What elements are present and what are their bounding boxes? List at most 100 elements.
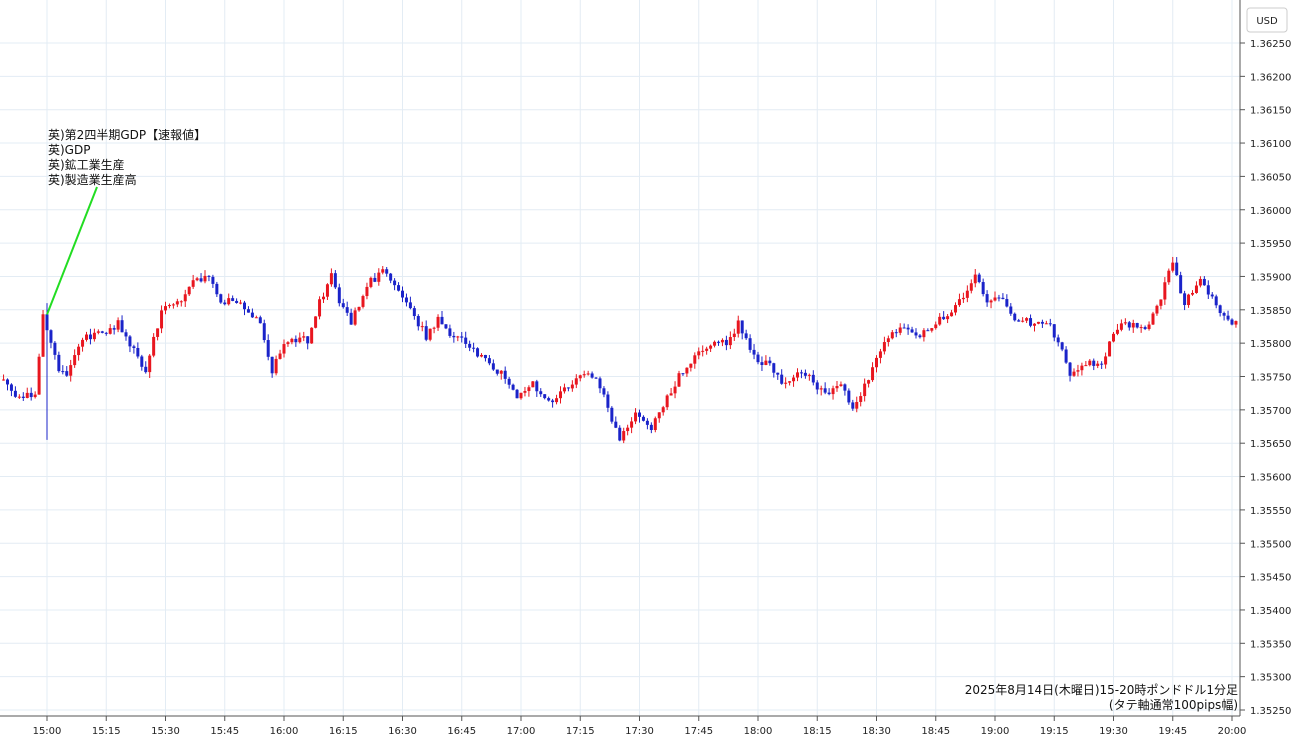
candle-body (61, 371, 65, 373)
candle-body (65, 371, 69, 376)
candle-body (144, 366, 148, 373)
currency-label: USD (1256, 16, 1278, 27)
candle-body (37, 356, 41, 395)
time-tick-label: 19:00 (981, 726, 1010, 737)
time-tick-label: 19:45 (1158, 726, 1187, 737)
time-tick-label: 17:45 (684, 726, 713, 737)
time-tick-label: 16:00 (270, 726, 299, 737)
candle-body (385, 269, 389, 274)
candle-body (333, 273, 337, 288)
time-tick-label: 16:45 (447, 726, 476, 737)
candle-body (566, 387, 570, 389)
candle-body (744, 333, 748, 339)
candle-body (199, 278, 203, 282)
candle-body (918, 335, 922, 338)
price-tick-label: 1.36200 (1250, 72, 1291, 83)
annotation-text: 英)GDP (48, 143, 90, 157)
candle-body (104, 332, 108, 334)
candle-body (416, 316, 420, 327)
candle-body (823, 388, 827, 393)
candle-body (855, 401, 859, 409)
candle-body (831, 388, 835, 395)
annotation-text: 英)鉱工業生産 (48, 157, 125, 172)
price-tick-label: 1.35550 (1250, 506, 1291, 517)
candle-body (993, 297, 997, 301)
candle-body (302, 336, 306, 338)
candle-body (531, 381, 535, 388)
price-tick-label: 1.35650 (1250, 439, 1291, 450)
candle-body (369, 277, 373, 287)
caption-line: (タテ軸通常100pips幅) (1109, 697, 1238, 712)
candle-body (705, 348, 709, 351)
price-tick-label: 1.36100 (1250, 139, 1291, 150)
candle-body (318, 299, 322, 317)
candle-body (961, 297, 965, 300)
candle-body (282, 344, 286, 354)
candle-body (85, 334, 88, 340)
candle-body (314, 316, 318, 328)
candle-body (523, 391, 527, 393)
price-tick-label: 1.35400 (1250, 606, 1291, 617)
candle-body (258, 317, 262, 324)
candle-body (732, 333, 736, 338)
candle-body (254, 317, 258, 319)
candle-body (472, 347, 476, 349)
annotation-text: 英)第2四半期GDP【速報値】 (48, 127, 206, 142)
candle-body (610, 407, 614, 422)
candle-body (543, 394, 547, 399)
candle-body (555, 398, 559, 403)
candle-body (626, 427, 630, 432)
time-tick-label: 15:00 (33, 726, 62, 737)
candle-body (740, 320, 744, 334)
price-tick-label: 1.35600 (1250, 473, 1291, 484)
candle-body (886, 338, 890, 343)
candle-body (748, 338, 752, 350)
candle-body (262, 323, 266, 341)
candle-body (1230, 319, 1234, 325)
candle-body (1147, 324, 1151, 329)
candle-body (717, 341, 720, 343)
candle-body (547, 398, 551, 401)
candle-body (634, 412, 638, 422)
candle-body (278, 353, 282, 359)
chart-caption: 2025年8月14日(木曜日)15-20時ポンドドル1分足(タテ軸通常100pi… (965, 683, 1238, 712)
candle-body (1171, 262, 1175, 271)
candle-body (1187, 294, 1191, 306)
candle-body (839, 384, 843, 386)
candle-body (2, 379, 6, 381)
candle-body (645, 420, 649, 425)
candle-body (736, 320, 740, 334)
candle-body (460, 336, 464, 338)
candle-body (227, 298, 231, 305)
price-tick-label: 1.35900 (1250, 272, 1291, 283)
candle-body (693, 355, 697, 364)
candle-body (1036, 321, 1040, 324)
candle-body (594, 377, 598, 379)
candle-body (649, 424, 653, 430)
candle-body (819, 388, 823, 390)
currency-label-box[interactable] (1246, 7, 1288, 33)
time-axis-ticks: 15:00 15:15 15:30 15:45 16:00 16:15 16:30 16:45… (33, 716, 1246, 737)
candle-body (618, 427, 622, 441)
candle-body (641, 416, 645, 421)
candle-body (1143, 327, 1147, 329)
candle-body (1139, 327, 1143, 329)
annotation-text: 英)製造業生産高 (48, 172, 137, 187)
candle-body (286, 342, 290, 345)
candle-body (1175, 262, 1179, 276)
plot-background (0, 0, 1240, 716)
candle-body (231, 298, 235, 301)
candle-body (772, 363, 776, 373)
candle-body (938, 316, 942, 325)
candle-body (235, 300, 239, 303)
candle-body (503, 370, 507, 379)
candle-body (294, 338, 298, 343)
candle-body (329, 273, 333, 285)
candle-body (140, 356, 144, 367)
candle-body (764, 360, 768, 366)
candle-body (325, 284, 329, 297)
candle-body (796, 372, 799, 378)
candle-body (606, 394, 610, 408)
candle-body (1052, 324, 1056, 338)
candle-body (401, 290, 404, 298)
